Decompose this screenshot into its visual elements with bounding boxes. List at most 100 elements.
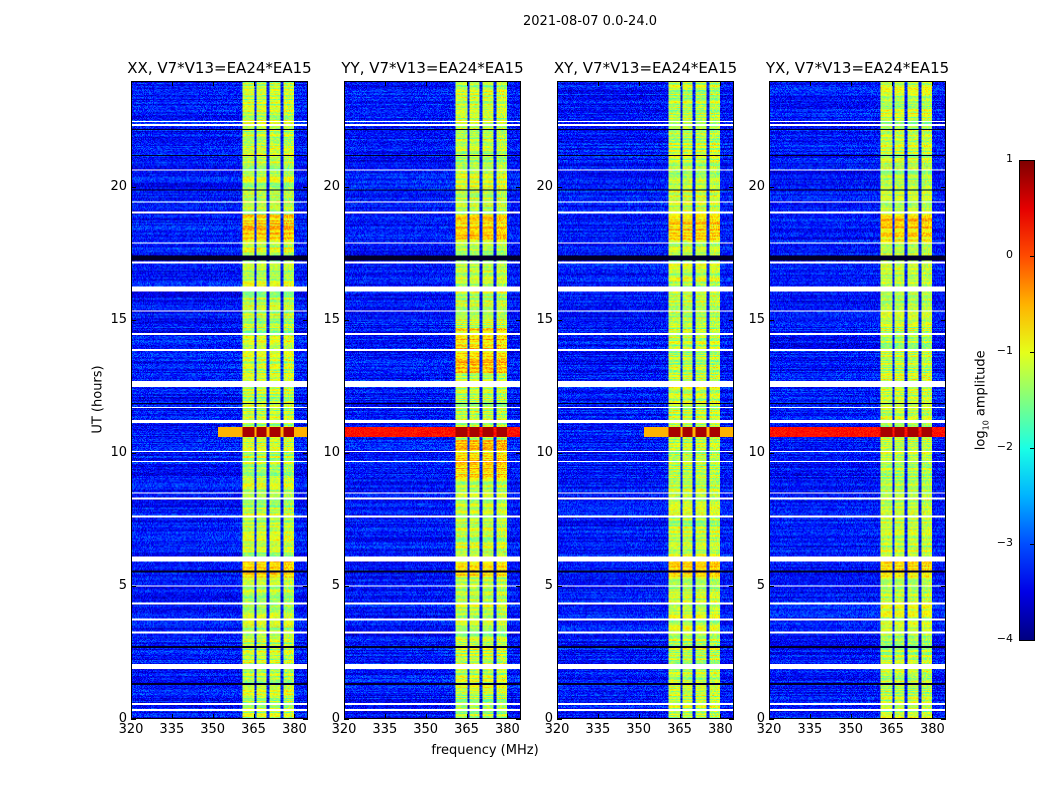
x-tick [425, 714, 427, 719]
x-tick [720, 81, 722, 86]
x-tick [809, 81, 811, 86]
y-tick [303, 320, 308, 322]
x-tick-label: 380 [494, 722, 520, 737]
x-tick-label: 320 [544, 722, 570, 737]
x-tick-label: 380 [919, 722, 945, 737]
x-tick [597, 81, 599, 86]
x-tick [932, 81, 934, 86]
x-tick [850, 714, 852, 719]
x-tick [294, 714, 296, 719]
y-tick [344, 320, 349, 322]
colorbar-tick [1030, 352, 1035, 353]
y-tick [516, 719, 521, 720]
x-tick-label: 335 [585, 722, 611, 737]
panel-title: YY, V7*V13=EA24*EA15 [341, 59, 524, 77]
x-tick [557, 714, 558, 719]
x-tick [507, 714, 509, 719]
colorbar-tick-label: 0 [1006, 248, 1013, 261]
x-tick [344, 714, 345, 719]
y-tick-label: 15 [536, 312, 553, 328]
y-tick [516, 453, 521, 455]
y-tick [769, 187, 774, 189]
x-tick-label: 380 [281, 722, 307, 737]
x-tick-label: 320 [118, 722, 144, 737]
y-tick [131, 320, 136, 322]
y-tick [941, 187, 946, 189]
colorbar-tick-label: −4 [996, 632, 1013, 645]
y-tick [303, 453, 308, 455]
x-axis-label: frequency (MHz) [431, 743, 539, 758]
heatmap-panel-xy [557, 81, 734, 719]
colorbar [1019, 160, 1035, 641]
x-tick [466, 714, 468, 719]
x-tick-label: 320 [331, 722, 357, 737]
colorbar-tick [1030, 256, 1035, 257]
y-tick [516, 187, 521, 189]
y-tick [516, 320, 521, 322]
x-tick-label: 365 [879, 722, 904, 737]
x-tick [171, 81, 173, 86]
y-tick [729, 453, 734, 455]
x-tick-label: 320 [756, 722, 782, 737]
x-tick [891, 714, 893, 719]
y-tick [557, 586, 562, 588]
y-tick [516, 586, 521, 588]
y-tick [557, 719, 562, 720]
figure-title: 2021-08-07 0.0-24.0 [523, 14, 657, 29]
y-tick [769, 719, 774, 720]
x-tick-label: 365 [667, 722, 692, 737]
y-tick-label: 15 [323, 312, 340, 328]
y-tick [303, 586, 308, 588]
colorbar-tick-label: 1 [1006, 152, 1013, 165]
y-tick-label: 10 [110, 445, 127, 461]
y-tick-label: 20 [323, 179, 340, 195]
x-tick-label: 350 [413, 722, 439, 737]
colorbar-tick [1030, 544, 1035, 545]
heatmap-panel-yx [769, 81, 946, 719]
x-tick [638, 714, 640, 719]
x-tick-label: 350 [838, 722, 864, 737]
x-tick-label: 365 [241, 722, 266, 737]
y-tick-label: 5 [544, 578, 553, 594]
y-tick-label: 5 [118, 578, 127, 594]
x-tick [384, 81, 386, 86]
y-tick [941, 453, 946, 455]
colorbar-label-suffix: amplitude [973, 350, 989, 421]
x-tick [466, 81, 468, 86]
x-tick [212, 81, 214, 86]
heatmap-canvas [132, 82, 307, 718]
y-tick [729, 320, 734, 322]
y-tick-label: 0 [118, 711, 127, 726]
x-tick [294, 81, 296, 86]
x-tick-label: 335 [372, 722, 398, 737]
colorbar-tick [1030, 448, 1035, 449]
colorbar-tick [1030, 160, 1035, 161]
y-tick [303, 719, 308, 720]
heatmap-canvas [345, 82, 520, 718]
y-tick [557, 320, 562, 322]
x-tick-label: 335 [159, 722, 185, 737]
heatmap-canvas [770, 82, 945, 718]
colorbar-tick-label: −3 [996, 536, 1013, 549]
x-tick-label: 335 [797, 722, 823, 737]
x-tick [344, 81, 345, 86]
y-tick [557, 453, 562, 455]
colorbar-tick-label: −2 [996, 440, 1013, 453]
y-tick-label: 15 [748, 312, 765, 328]
x-tick [720, 714, 722, 719]
x-tick-label: 350 [200, 722, 226, 737]
y-tick [941, 586, 946, 588]
y-tick-label: 20 [536, 179, 553, 195]
y-tick-label: 0 [544, 711, 553, 726]
x-tick [769, 714, 770, 719]
colorbar-tick [1030, 640, 1035, 641]
x-tick [850, 81, 852, 86]
x-tick-label: 380 [707, 722, 733, 737]
x-tick [253, 714, 255, 719]
y-tick [769, 453, 774, 455]
x-tick-label: 365 [454, 722, 479, 737]
x-tick [597, 714, 599, 719]
y-tick [131, 453, 136, 455]
y-tick [769, 586, 774, 588]
y-tick-label: 20 [110, 179, 127, 195]
